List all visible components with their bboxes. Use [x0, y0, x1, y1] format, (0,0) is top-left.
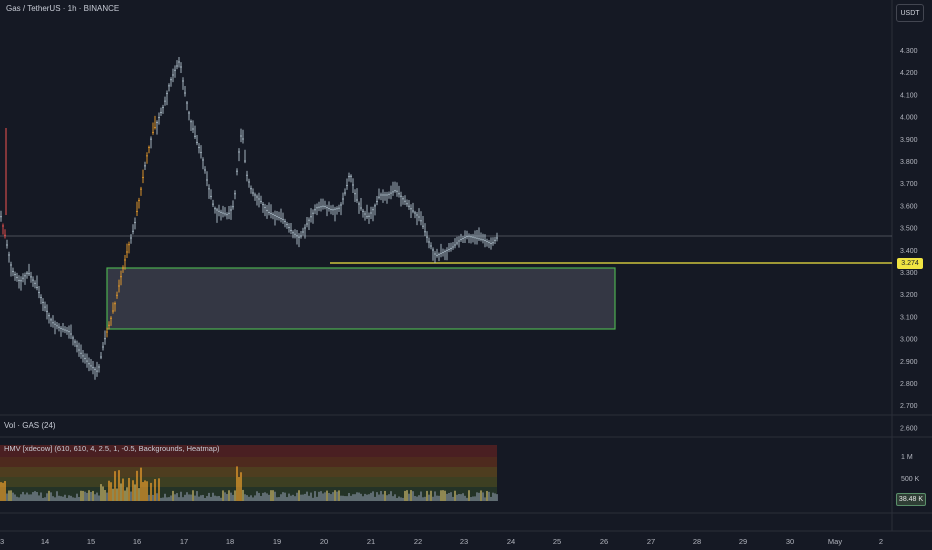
volume-axis: 1 M 500 K	[901, 454, 920, 483]
price-axis-label: 3.600	[900, 203, 918, 210]
currency-button[interactable]: USDT	[896, 4, 924, 22]
time-axis-label: 3	[0, 537, 4, 546]
time-axis-label: 28	[693, 537, 701, 546]
price-axis-label: 4.000	[900, 115, 918, 122]
time-axis-label: 17	[180, 537, 188, 546]
time-axis-label: 30	[786, 537, 794, 546]
time-axis-label: 2	[879, 537, 883, 546]
hmv-heatmap-background	[0, 445, 497, 501]
price-axis-label: 4.100	[900, 92, 918, 99]
price-axis-label: 3.200	[900, 292, 918, 299]
price-axis-label: 3.800	[900, 159, 918, 166]
price-axis-label: 3.700	[900, 181, 918, 188]
price-axis-label: 3.500	[900, 226, 918, 233]
time-axis-label: 29	[739, 537, 747, 546]
time-axis-label: 22	[414, 537, 422, 546]
time-axis-label: 18	[226, 537, 234, 546]
price-axis-label: 3.900	[900, 137, 918, 144]
time-axis-label: 25	[553, 537, 561, 546]
time-axis-label: 15	[87, 537, 95, 546]
price-axis-label: 2.800	[900, 381, 918, 388]
time-axis-label: 20	[320, 537, 328, 546]
price-axis-label: 4.200	[900, 70, 918, 77]
time-axis-label: 16	[133, 537, 141, 546]
price-axis-label: 3.100	[900, 314, 918, 321]
time-axis-label: 23	[460, 537, 468, 546]
volume-pane-label[interactable]: Vol · GAS (24)	[4, 421, 56, 430]
time-axis-label: 21	[367, 537, 375, 546]
time-axis-label: 27	[647, 537, 655, 546]
volume-axis-label: 1 M	[901, 454, 913, 461]
price-axis-label: 3.000	[900, 337, 918, 344]
price-axis[interactable]: 4.300 4.200 4.100 4.000 3.900 3.800 3.700 3.600…	[900, 48, 918, 432]
symbol-legend[interactable]: Gas / TetherUS · 1h · BINANCE	[6, 4, 120, 13]
volume-value-tag: 38.48 K	[896, 493, 926, 506]
time-axis-label: 26	[600, 537, 608, 546]
price-axis-label: 2.600	[900, 425, 918, 432]
demand-zone-box[interactable]	[106, 267, 616, 330]
time-axis-label: 19	[273, 537, 281, 546]
price-axis-label: 3.400	[900, 248, 918, 255]
price-axis-label: 2.900	[900, 359, 918, 366]
time-axis-label: 24	[507, 537, 515, 546]
price-axis-label: 4.300	[900, 48, 918, 55]
price-axis-label: 2.700	[900, 403, 918, 410]
time-axis-label: May	[828, 537, 842, 546]
volume-bars	[0, 466, 498, 501]
candlestick-series	[0, 57, 498, 380]
volume-axis-label: 500 K	[901, 476, 920, 483]
hmv-indicator-label[interactable]: HMV [xdecow] (610, 610, 4, 2.5, 1, -0.5,…	[4, 444, 220, 453]
time-axis-label: 14	[41, 537, 49, 546]
time-axis[interactable]: 3 14 15 16 17 18 19 20 21 22 23 24 25 26 27 28 29 30 May 2	[0, 537, 883, 546]
price-axis-label: 3.300	[900, 270, 918, 277]
current-price-tag: 3.274	[897, 258, 923, 269]
